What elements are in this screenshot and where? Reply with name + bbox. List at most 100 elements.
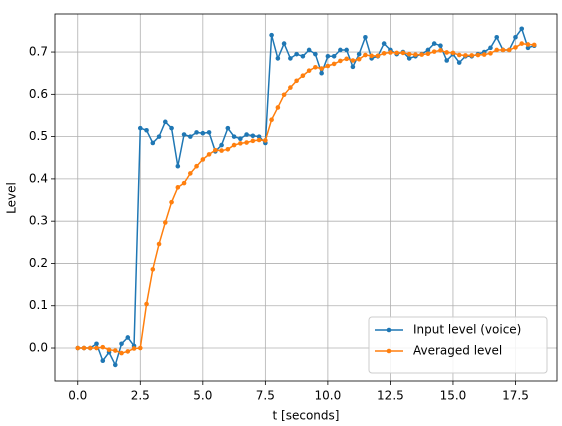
- data-point: [450, 50, 456, 56]
- data-point: [119, 350, 124, 356]
- data-point: [219, 148, 224, 153]
- data-point: [150, 267, 156, 272]
- data-point: [350, 58, 356, 63]
- data-point: [356, 56, 362, 62]
- data-point: [269, 32, 274, 38]
- data-point: [231, 134, 237, 139]
- data-point: [381, 41, 387, 46]
- data-point: [163, 220, 168, 225]
- data-point: [356, 51, 362, 57]
- data-point: [275, 56, 281, 61]
- data-point: [325, 53, 331, 59]
- data-point: [225, 125, 231, 131]
- data-point: [344, 56, 349, 62]
- data-point: [500, 47, 506, 53]
- data-point: [369, 53, 374, 59]
- data-point: [375, 53, 381, 59]
- y-tick-label: 0.7: [29, 45, 48, 59]
- data-point: [281, 41, 287, 46]
- data-point: [119, 341, 124, 347]
- data-point: [400, 50, 406, 56]
- data-point: [294, 51, 299, 57]
- data-point: [206, 130, 212, 135]
- data-point: [300, 73, 306, 79]
- data-point: [406, 51, 412, 57]
- data-point: [100, 358, 106, 364]
- legend: Input level (voice) Averaged level: [368, 316, 548, 374]
- data-point: [281, 92, 287, 98]
- data-point: [244, 132, 249, 137]
- data-point: [288, 85, 293, 90]
- data-point: [350, 64, 356, 70]
- data-point: [206, 152, 212, 157]
- data-point: [169, 199, 174, 205]
- data-point: [112, 362, 118, 368]
- data-point: [406, 56, 412, 61]
- data-point: [194, 130, 199, 135]
- y-tick-label: 0.6: [29, 87, 48, 101]
- y-axis-label: Level: [5, 182, 19, 214]
- data-point: [425, 47, 431, 53]
- data-point: [488, 45, 493, 51]
- data-point: [256, 137, 262, 143]
- data-point: [481, 52, 487, 57]
- legend-marker: [386, 348, 392, 354]
- data-point: [131, 346, 137, 351]
- data-point: [94, 345, 99, 351]
- data-point: [319, 70, 324, 76]
- data-point: [488, 51, 493, 56]
- data-point: [381, 51, 387, 56]
- data-point: [431, 41, 437, 46]
- data-point: [200, 157, 206, 162]
- data-point: [288, 56, 293, 61]
- data-point: [519, 26, 525, 32]
- y-tick-label: 0.5: [29, 129, 48, 143]
- data-point: [313, 51, 318, 57]
- data-point: [238, 141, 243, 146]
- legend-box: [368, 316, 548, 374]
- data-point: [494, 34, 500, 40]
- y-tick-label: 0.4: [29, 171, 48, 185]
- data-point: [475, 52, 481, 58]
- data-point: [325, 63, 331, 69]
- x-tick-label: 5.0: [193, 389, 212, 403]
- data-point: [506, 47, 512, 53]
- data-point: [444, 58, 449, 63]
- data-point: [213, 147, 218, 153]
- data-point: [188, 134, 193, 139]
- x-axis-label: t [seconds]: [273, 409, 340, 423]
- data-point: [419, 52, 424, 57]
- data-point: [444, 50, 449, 55]
- legend-label: Averaged level: [413, 344, 502, 358]
- data-point: [438, 48, 443, 53]
- data-point: [300, 53, 306, 59]
- data-point: [225, 146, 231, 152]
- y-tick-label: 0.3: [29, 214, 48, 228]
- data-point: [263, 138, 268, 143]
- data-point: [344, 47, 349, 53]
- data-point: [81, 345, 87, 351]
- data-point: [156, 241, 162, 247]
- data-point: [525, 42, 531, 47]
- data-point: [181, 180, 187, 186]
- y-tick-label: 0.1: [29, 298, 48, 312]
- data-point: [438, 43, 443, 49]
- data-point: [331, 53, 337, 59]
- data-point: [137, 345, 143, 351]
- legend-marker: [386, 327, 392, 333]
- data-point: [306, 47, 312, 53]
- x-tick-label: 17.5: [502, 389, 529, 403]
- data-point: [456, 60, 462, 65]
- data-point: [363, 34, 368, 40]
- data-point: [363, 52, 368, 58]
- data-point: [338, 58, 343, 64]
- x-tick-label: 10.0: [315, 389, 342, 403]
- data-point: [469, 53, 475, 58]
- data-point: [137, 125, 143, 131]
- data-point: [519, 41, 525, 46]
- data-point: [238, 136, 243, 142]
- data-point: [338, 47, 343, 53]
- data-point: [175, 185, 181, 190]
- data-point: [294, 78, 299, 84]
